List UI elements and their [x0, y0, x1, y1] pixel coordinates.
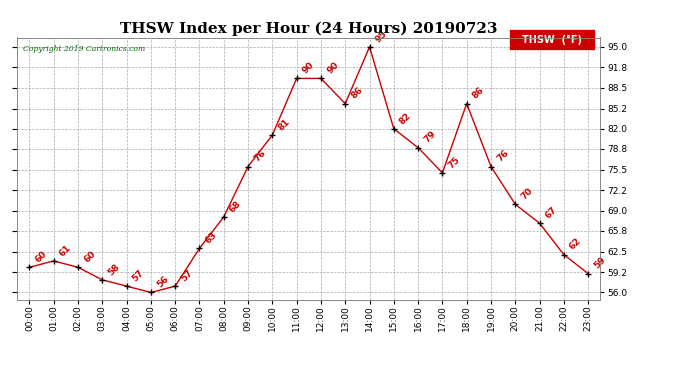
- Text: 86: 86: [471, 86, 486, 101]
- Text: 95: 95: [374, 29, 389, 44]
- Text: 56: 56: [155, 274, 170, 290]
- Text: 90: 90: [301, 60, 316, 76]
- Text: 60: 60: [34, 249, 49, 264]
- Text: 60: 60: [82, 249, 97, 264]
- Text: 67: 67: [544, 205, 559, 220]
- Text: 63: 63: [204, 230, 219, 246]
- Text: 76: 76: [495, 148, 511, 164]
- Text: 58: 58: [106, 262, 121, 277]
- Text: 75: 75: [446, 155, 462, 170]
- Text: 68: 68: [228, 199, 243, 214]
- Text: 59: 59: [592, 255, 608, 271]
- Text: 90: 90: [325, 60, 340, 76]
- FancyBboxPatch shape: [510, 30, 595, 50]
- Text: 82: 82: [398, 111, 413, 126]
- Text: 81: 81: [277, 117, 292, 132]
- Text: 70: 70: [520, 186, 535, 201]
- Text: 62: 62: [568, 237, 583, 252]
- Text: 76: 76: [253, 148, 268, 164]
- Text: 61: 61: [58, 243, 73, 258]
- Text: 86: 86: [349, 86, 364, 101]
- Title: THSW Index per Hour (24 Hours) 20190723: THSW Index per Hour (24 Hours) 20190723: [120, 22, 497, 36]
- Text: Copyright 2019 Cartronics.com: Copyright 2019 Cartronics.com: [23, 45, 146, 53]
- Text: THSW  (°F): THSW (°F): [522, 34, 582, 45]
- Text: 79: 79: [422, 129, 437, 145]
- Text: 57: 57: [130, 268, 146, 284]
- Text: 57: 57: [179, 268, 195, 284]
